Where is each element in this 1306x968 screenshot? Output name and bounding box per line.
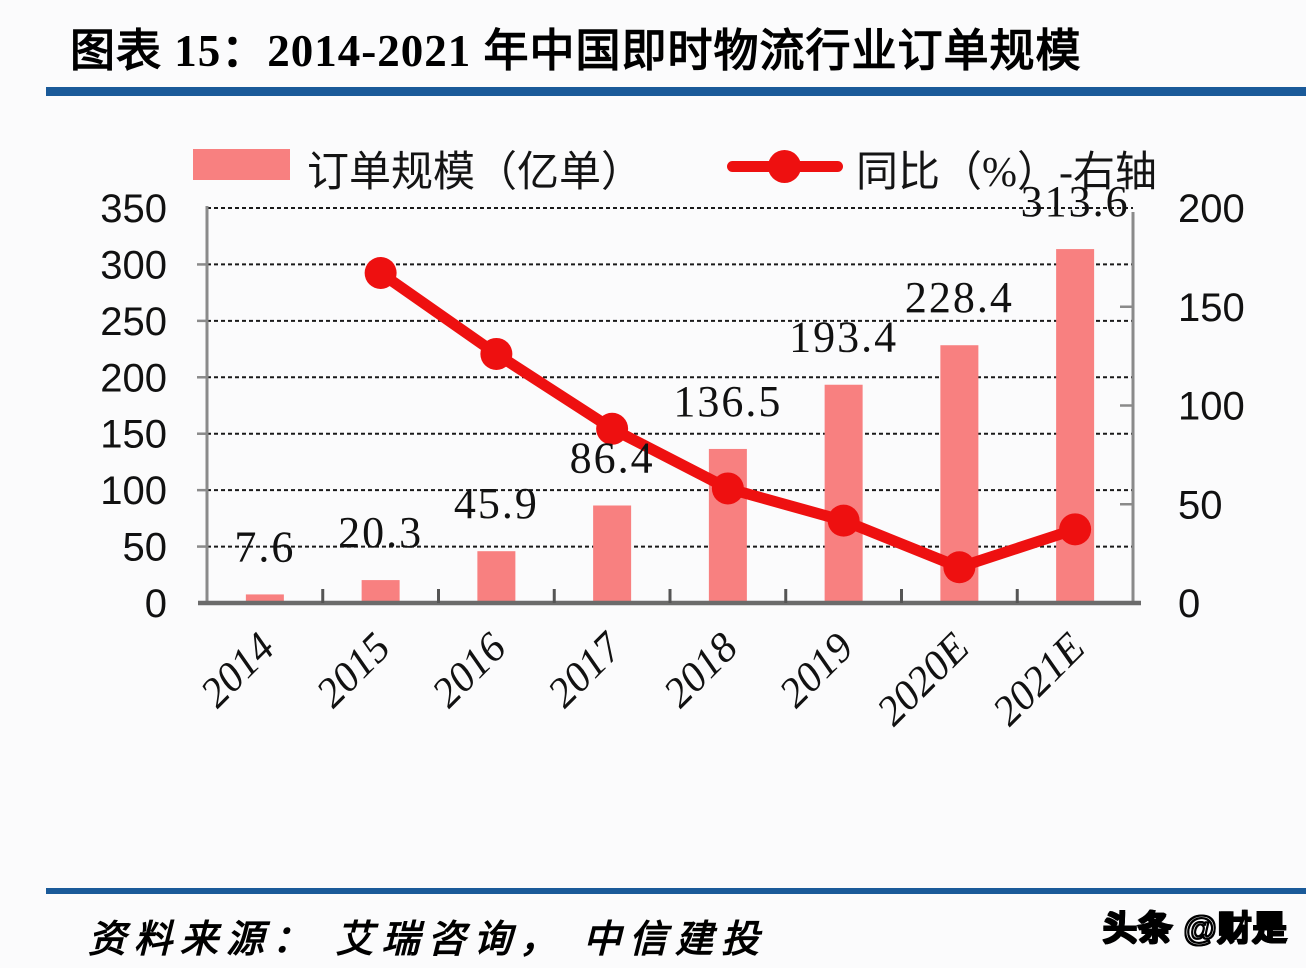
bar-2015 [361, 580, 400, 603]
bar-data-label: 86.4 [570, 433, 655, 482]
bar-2014 [245, 594, 284, 603]
bar-series-legend-label: 订单规模（亿单） [307, 150, 644, 196]
left-axis-label: 0 [145, 582, 167, 626]
x-axis-category-label: 2017 [539, 623, 632, 716]
x-axis-category-label: 2016 [424, 625, 516, 717]
bar-series-legend-swatch [193, 149, 290, 180]
left-axis-label: 200 [100, 356, 167, 400]
bar-data-label: 193.4 [789, 313, 898, 362]
bar-2021E [1056, 249, 1095, 603]
x-axis-category-label: 2021E [984, 625, 1094, 735]
line-series-legend-label: 同比（%）-右轴 [856, 150, 1157, 196]
bar-data-label: 136.5 [673, 377, 782, 426]
footer-divider-bar [46, 888, 1306, 894]
yoy-line-marker [711, 472, 744, 505]
bar-data-label: 20.3 [338, 508, 423, 557]
left-axis-label: 50 [123, 526, 168, 570]
yoy-line-marker [943, 551, 976, 584]
left-axis-label: 100 [100, 469, 167, 513]
yoy-line-marker [364, 256, 397, 289]
line-series-legend-marker-icon [768, 150, 801, 183]
left-axis-label: 300 [100, 243, 167, 287]
x-axis-category-label: 2014 [192, 625, 284, 717]
bar-data-label: 313.6 [1021, 177, 1130, 226]
source-note: 资料来源： 艾瑞咨询， 中信建投 [88, 919, 768, 961]
yoy-line-marker [827, 504, 860, 537]
bar-2019 [824, 384, 863, 603]
x-axis-category-label: 2015 [308, 625, 400, 717]
watermark-text: 头条 @财是 [1102, 909, 1288, 949]
left-axis-label: 150 [100, 413, 167, 457]
right-axis-label: 50 [1178, 483, 1223, 527]
bar-data-label: 45.9 [454, 479, 539, 528]
bar-2016 [477, 551, 516, 603]
title-divider-bar [46, 87, 1306, 96]
yoy-line-marker [1059, 513, 1092, 546]
bar-2017 [593, 505, 632, 603]
x-axis-category-label: 2020E [868, 625, 978, 735]
left-axis-label: 350 [100, 187, 167, 231]
yoy-line-marker [596, 412, 629, 445]
figure-title: 图表 15：2014-2021 年中国即时物流行业订单规模 [70, 26, 1082, 76]
right-axis-label: 150 [1178, 286, 1245, 330]
x-axis-category-label: 2018 [655, 625, 747, 717]
bar-data-label: 228.4 [905, 273, 1014, 322]
line-series-legend-swatch [727, 150, 843, 184]
right-axis-label: 0 [1178, 582, 1200, 626]
right-axis-label: 100 [1178, 385, 1245, 429]
yoy-line-marker [480, 337, 513, 370]
x-axis-category-label: 2019 [771, 625, 863, 717]
left-axis-label: 250 [100, 300, 167, 344]
right-axis-label: 200 [1178, 187, 1245, 231]
bar-data-label: 7.6 [234, 522, 295, 571]
bar-2018 [708, 448, 747, 603]
